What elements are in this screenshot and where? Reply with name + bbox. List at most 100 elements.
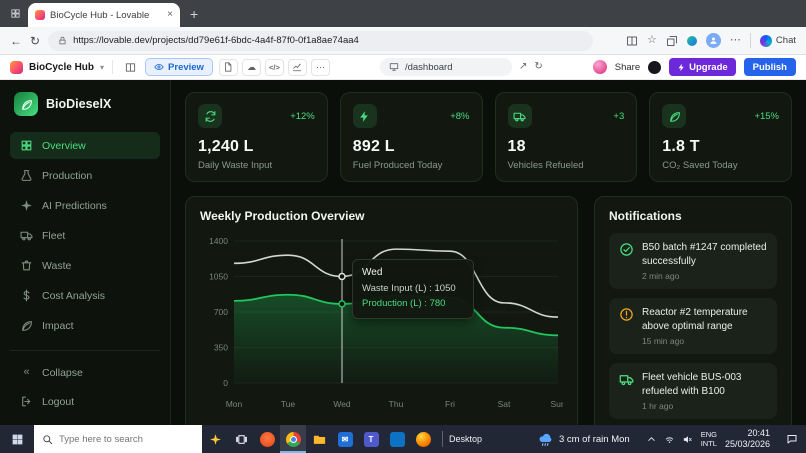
action-center-button[interactable]: [778, 425, 806, 453]
collections-button[interactable]: [666, 35, 678, 47]
desktop-toolbar-label[interactable]: Desktop: [449, 434, 483, 444]
sidebar-item-ai-predictions[interactable]: AI Predictions: [10, 192, 160, 219]
tooltip-category: Wed: [362, 267, 383, 278]
sidebar-item-production[interactable]: Production: [10, 162, 160, 189]
file-tool-button[interactable]: [218, 58, 238, 76]
tab-actions-icon[interactable]: [10, 8, 21, 19]
split-screen-button[interactable]: [626, 35, 638, 47]
taskbar-search[interactable]: [34, 425, 202, 453]
sidebar-item-impact[interactable]: Impact: [10, 312, 160, 339]
chevron-up-button[interactable]: [646, 434, 657, 445]
stat-label: Vehicles Refueled: [507, 160, 584, 171]
taskbar-app-firefox[interactable]: [410, 425, 436, 453]
more-icon: ⋯: [315, 61, 325, 72]
more-menu-button[interactable]: ⋯: [730, 35, 741, 46]
wifi-button[interactable]: [664, 434, 675, 445]
chat-label: Chat: [775, 35, 796, 46]
refresh-preview-icon[interactable]: ↻: [534, 61, 543, 72]
bolt-icon: [677, 63, 686, 72]
stat-value: 1.8 T: [662, 138, 700, 155]
collapse-button[interactable]: « Collapse: [10, 359, 160, 386]
chat-button[interactable]: Chat: [759, 34, 796, 47]
sidebar-item-label: Overview: [42, 139, 86, 152]
weather-widget[interactable]: 3 cm of rain Mon: [530, 432, 638, 447]
stat-iconbox: [198, 104, 222, 128]
start-button[interactable]: [0, 425, 34, 453]
recycle-icon: [204, 110, 217, 123]
production-chart[interactable]: 0 350 700 1050 1400 Mon Tue Wed Thu Fri Sat Sun Wed…: [200, 233, 566, 415]
svg-text:Thu: Thu: [389, 399, 404, 409]
svg-text:Sat: Sat: [498, 399, 511, 409]
upgrade-button[interactable]: Upgrade: [669, 58, 736, 76]
logout-button[interactable]: Logout: [10, 388, 160, 415]
language-indicator[interactable]: ENG INTL: [701, 430, 717, 449]
svg-text:0: 0: [223, 378, 228, 388]
folder-icon: [312, 432, 327, 447]
svg-text:1400: 1400: [209, 236, 228, 246]
favorites-star-button[interactable]: ☆: [647, 35, 657, 46]
cloud-tool-button[interactable]: ☁: [241, 58, 261, 76]
taskbar-app-chrome[interactable]: [280, 425, 306, 453]
sidebar-item-cost-analysis[interactable]: Cost Analysis: [10, 282, 160, 309]
notification-time: 1 hr ago: [642, 401, 674, 411]
sidebar-item-label: Waste: [42, 259, 72, 272]
preview-button[interactable]: Preview: [145, 58, 213, 76]
browser-tab[interactable]: BioCycle Hub - Lovable ×: [28, 3, 180, 27]
new-tab-button[interactable]: +: [190, 6, 199, 22]
profile-avatar-button[interactable]: [705, 33, 721, 48]
notification-item[interactable]: Reactor #2 temperature above optimal ran…: [609, 298, 777, 354]
github-icon[interactable]: [648, 60, 662, 74]
system-tray: [638, 434, 701, 445]
taskbar-app-vscode[interactable]: [384, 425, 410, 453]
collapse-icon: «: [23, 366, 30, 378]
code-tool-button[interactable]: </>: [264, 58, 284, 76]
more-tool-button[interactable]: ⋯: [310, 58, 330, 76]
sidebar-toggle-button[interactable]: [121, 59, 139, 76]
taskbar-app-file-explorer[interactable]: [306, 425, 332, 453]
logout-icon: [20, 395, 33, 408]
stat-value: 892 L: [352, 138, 395, 155]
chart-svg: 0 350 700 1050 1400 Mon Tue Wed Thu Fri Sat Sun: [209, 236, 566, 409]
stat-iconbox: [352, 104, 377, 128]
svg-text:Wed: Wed: [333, 399, 351, 409]
tooltip-production-value: Production (L) : 780: [362, 297, 446, 309]
address-bar[interactable]: https://lovable.dev/projects/dd79e61f-6b…: [48, 30, 594, 51]
person-icon: [709, 36, 718, 45]
chevron-down-icon[interactable]: ▾: [100, 62, 105, 72]
open-external-icon[interactable]: ↗: [518, 61, 528, 72]
search-input[interactable]: [59, 433, 181, 445]
route-input[interactable]: /dashboard: [379, 58, 512, 76]
sidebar-item-waste[interactable]: Waste: [10, 252, 160, 279]
publish-button[interactable]: Publish: [743, 58, 796, 76]
share-button[interactable]: Share: [614, 61, 641, 73]
app-sidebar: BioDieselX Overview Production AI Predicti…: [0, 80, 171, 425]
project-name[interactable]: BioCycle Hub: [29, 61, 95, 73]
refresh-icon[interactable]: ↻: [30, 33, 41, 48]
back-icon[interactable]: ←: [10, 33, 22, 48]
notifications-list: B50 batch #1247 completed successfully 2 …: [609, 233, 777, 419]
taskbar-app-teams[interactable]: T: [358, 425, 384, 453]
flask-icon: [20, 169, 33, 182]
collapse-label: Collapse: [42, 366, 83, 379]
warning-icon: [619, 307, 634, 322]
task-view-button[interactable]: [228, 425, 254, 453]
tab-close-icon[interactable]: ×: [167, 9, 173, 20]
sparkle-icon: [20, 199, 33, 212]
taskbar-app-brave[interactable]: [254, 425, 280, 453]
leaf-icon: [668, 110, 681, 123]
taskbar-app-mail[interactable]: ✉: [332, 425, 358, 453]
clock[interactable]: 20:41 25/03/2026: [717, 428, 778, 451]
preview-url-group: /dashboard ↗ ↻: [379, 58, 543, 76]
sidebar-item-label: Production: [42, 169, 93, 182]
sidebar-item-overview[interactable]: Overview: [10, 132, 160, 159]
chart-tool-button[interactable]: [287, 58, 307, 76]
sidebar-item-fleet[interactable]: Fleet: [10, 222, 160, 249]
user-avatar[interactable]: [592, 60, 607, 74]
search-highlights-button[interactable]: [202, 425, 228, 453]
notification-item[interactable]: Fleet vehicle BUS-003 refueled with B100…: [609, 363, 777, 419]
notification-item[interactable]: B50 batch #1247 completed successfully 2 …: [609, 233, 777, 289]
extension-button[interactable]: [686, 35, 697, 46]
lovable-logo-icon[interactable]: [10, 60, 23, 74]
speaker-mute-button[interactable]: [682, 434, 693, 445]
